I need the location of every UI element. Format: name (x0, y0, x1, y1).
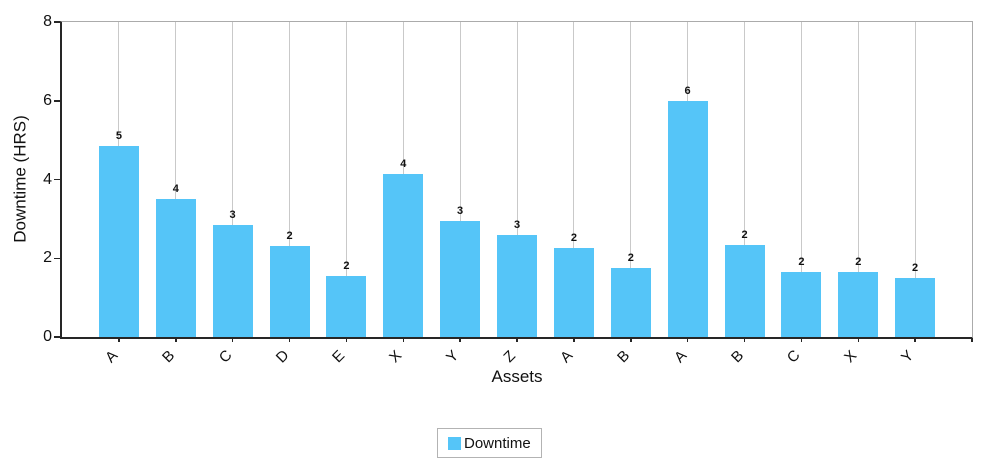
plot-area: 5 4 3 2 2 4 3 3 2 2 6 2 2 2 2 (60, 21, 973, 339)
x-tick-mark (402, 338, 404, 342)
bar-y-15[interactable] (895, 277, 936, 337)
x-axis-title: Assets (491, 367, 543, 386)
gridline (232, 22, 234, 337)
bar-value-label: 2 (627, 252, 634, 265)
bar-value-label: 2 (855, 256, 862, 268)
y-tick-label-6: 6 (43, 91, 52, 109)
bar-value-label: 2 (343, 260, 350, 272)
gridline (914, 22, 916, 337)
x-tick-label-x: X (386, 347, 406, 367)
x-tick-label-e: E (329, 347, 349, 367)
bar-b-10[interactable] (610, 268, 651, 337)
bar-value-label: 5 (115, 130, 122, 142)
x-tick-mark (516, 338, 518, 342)
y-tick-mark (54, 21, 60, 23)
x-tick-mark (459, 338, 461, 342)
bar-value-label: 3 (513, 218, 521, 231)
gridline (289, 22, 290, 337)
x-tick-label-d: D (272, 346, 292, 367)
y-tick-mark (54, 100, 60, 102)
x-tick-label-b: B (727, 347, 747, 367)
y-tick-label-4: 4 (43, 170, 52, 188)
gridline (800, 22, 802, 337)
x-tick-label-y: Y (898, 347, 918, 367)
x-tick-label-a: A (101, 347, 122, 367)
bar-d-4[interactable] (269, 246, 310, 337)
bar-a-9[interactable] (553, 248, 594, 337)
gridline (516, 22, 518, 337)
x-tick-mark (630, 338, 632, 342)
y-tick-mark (54, 178, 60, 181)
bar-value-label: 2 (912, 261, 919, 274)
x-tick-mark (686, 338, 689, 342)
legend-swatch-downtime (448, 436, 461, 450)
y-tick-label-0: 0 (43, 328, 52, 345)
x-tick-mark (118, 338, 120, 342)
x-tick-label-b: B (158, 347, 178, 367)
legend[interactable]: Downtime (437, 428, 542, 458)
bar-value-label: 2 (798, 256, 805, 268)
bar-c-13[interactable] (781, 272, 822, 337)
bar-c-3[interactable] (212, 224, 253, 337)
y-tick-label-8: 8 (43, 13, 52, 30)
bar-value-label: 2 (286, 230, 293, 243)
bar-value-label: 2 (570, 232, 577, 245)
bar-x-14[interactable] (838, 272, 879, 337)
x-tick-mark-end (971, 338, 973, 342)
x-tick-label-c: C (784, 346, 804, 367)
bar-a-1[interactable] (98, 146, 139, 337)
y-tick-mark (54, 336, 60, 338)
bar-z-8[interactable] (497, 234, 537, 337)
x-tick-mark (857, 338, 859, 342)
bar-b-2[interactable] (155, 199, 196, 337)
bar-value-label: 4 (172, 183, 179, 196)
gridline (744, 22, 745, 337)
bar-value-label: 4 (400, 157, 407, 170)
bar-value-label: 6 (684, 84, 691, 97)
bar-x-6[interactable] (383, 173, 424, 337)
x-tick-mark (345, 338, 348, 342)
y-tick-mark (54, 257, 60, 259)
y-tick-label-2: 2 (43, 249, 52, 267)
x-tick-label-x: X (841, 347, 861, 367)
x-tick-mark (288, 338, 291, 342)
bar-a-11[interactable] (667, 100, 708, 337)
x-tick-mark (800, 338, 803, 342)
legend-label-downtime: Downtime (464, 434, 531, 452)
x-tick-mark (573, 338, 575, 342)
bar-value-label: 3 (229, 208, 236, 221)
x-tick-label-a: A (670, 347, 690, 367)
x-tick-mark (231, 338, 234, 342)
gridline (459, 22, 461, 337)
bar-y-7[interactable] (440, 220, 481, 337)
x-tick-label-c: C (215, 346, 236, 367)
bar-b-12[interactable] (724, 244, 765, 337)
gridline (345, 22, 347, 337)
x-tick-mark (175, 338, 177, 342)
x-tick-mark (743, 338, 746, 342)
gridline (857, 22, 859, 337)
gridline (573, 22, 575, 337)
gridline (175, 22, 177, 337)
bar-e-5[interactable] (326, 276, 367, 337)
bar-value-label: 3 (457, 204, 464, 217)
gridline (630, 22, 632, 337)
bar-value-label: 2 (741, 228, 748, 241)
x-tick-mark (914, 338, 916, 342)
